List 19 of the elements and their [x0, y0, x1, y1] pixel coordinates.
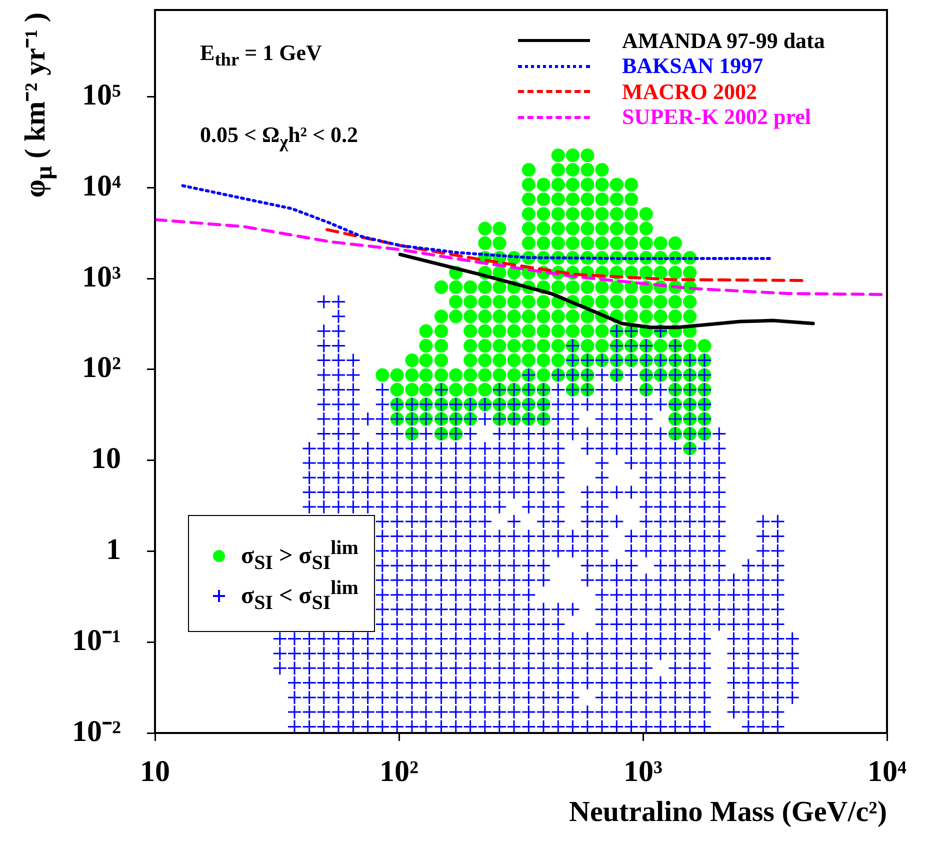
legend-label: AMANDA 97-99 data — [622, 28, 825, 54]
legend-label: BAKSAN 1997 — [622, 53, 764, 80]
y-tick-label: 10 — [91, 442, 121, 476]
x-tick-label: 10⁴ — [868, 754, 906, 788]
y-tick-label: 10⁻¹ — [72, 624, 121, 657]
y-tick-label: 10⁵ — [82, 78, 121, 112]
x-tick-label: 10³ — [624, 754, 662, 788]
x-axis-title: Neutralino Mass (GeV/c²) — [569, 796, 887, 829]
y-tick-label: 10³ — [82, 260, 121, 294]
y-tick-label: 10² — [82, 351, 121, 384]
legend-label: SUPER-K 2002 prel — [622, 104, 812, 130]
x-tick-label: 10 — [140, 754, 170, 788]
x-tick-label: 10² — [380, 754, 418, 788]
y-tick-label: 10⁴ — [82, 169, 121, 202]
y-tick-label: 1 — [106, 532, 121, 566]
annotation: E$_{thr}$ = 1 GeV — [200, 40, 322, 70]
annotation: 0.05 < Ω$_{χ}$h² < 0.2 — [200, 122, 358, 152]
y-tick-label: 10⁻² — [72, 714, 121, 748]
legend-label: MACRO 2002 — [622, 78, 758, 105]
